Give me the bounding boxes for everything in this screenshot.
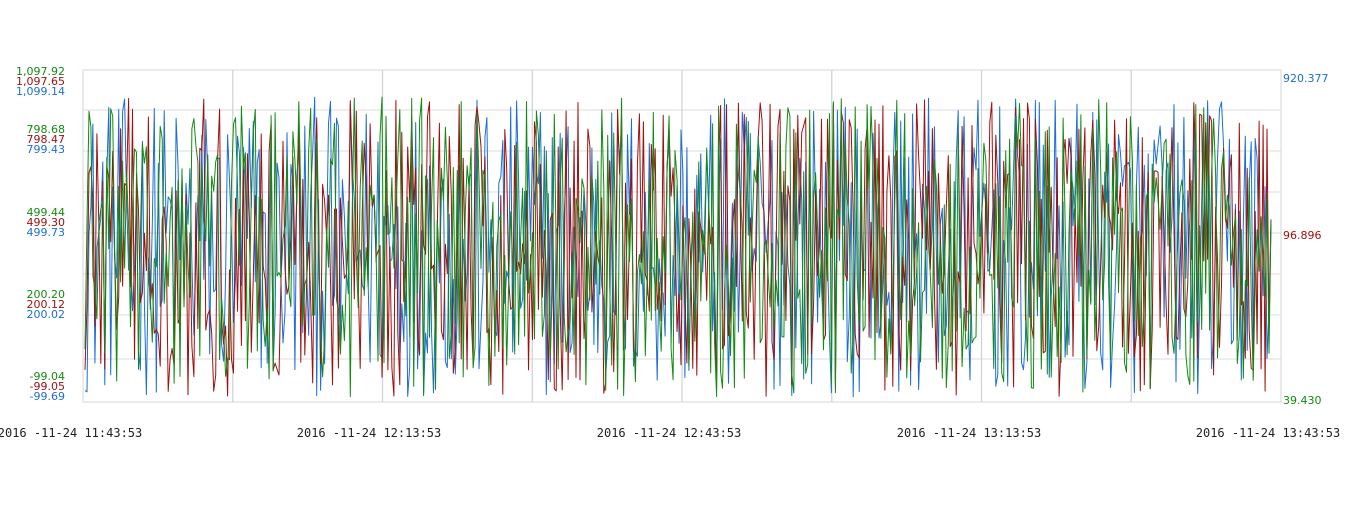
left-tick-label: 1,097.92 [16, 65, 65, 78]
left-axis-ticks: 1,097.92 798.68 499.44 200.20 -99.04 1,097.65… [16, 65, 65, 403]
left-tick-label: 798.47 [27, 133, 66, 146]
series-line [84, 96, 1272, 398]
x-tick-label: 2016 -11-24 13:13:53 [897, 426, 1042, 440]
left-tick-label: 1,099.14 [16, 85, 65, 98]
left-tick-label: 499.73 [27, 226, 66, 239]
left-tick-label: 200.20 [27, 288, 66, 301]
left-tick-label: 499.44 [27, 206, 66, 219]
x-tick-label: 2016 -11-24 13:43:53 [1196, 426, 1341, 440]
left-tick-label: 799.43 [27, 143, 66, 156]
right-axis-labels: 920.377 96.896 39.430 [1283, 72, 1329, 407]
x-axis-ticks: 2016 -11-24 11:43:53 2016 -11-24 12:13:53… [0, 426, 1340, 440]
left-tick-label: 798.68 [27, 123, 66, 136]
left-tick-label: 1,097.65 [16, 75, 65, 88]
left-tick-label: 200.12 [27, 298, 66, 311]
x-tick-label: 2016 -11-24 11:43:53 [0, 426, 142, 440]
x-tick-label: 2016 -11-24 12:43:53 [597, 426, 742, 440]
left-tick-label: -99.05 [30, 380, 65, 393]
x-tick-label: 2016 -11-24 12:13:53 [297, 426, 442, 440]
left-tick-label: -99.69 [30, 390, 65, 403]
right-axis-label: 39.430 [1283, 394, 1322, 407]
chart-series [84, 96, 1272, 398]
series-line [84, 96, 1272, 398]
right-axis-label: 920.377 [1283, 72, 1329, 85]
series-line [84, 98, 1272, 397]
left-tick-label: 499.30 [27, 216, 66, 229]
left-tick-label: 200.02 [27, 308, 66, 321]
right-axis-label: 96.896 [1283, 229, 1322, 242]
left-tick-label: -99.04 [30, 370, 65, 383]
